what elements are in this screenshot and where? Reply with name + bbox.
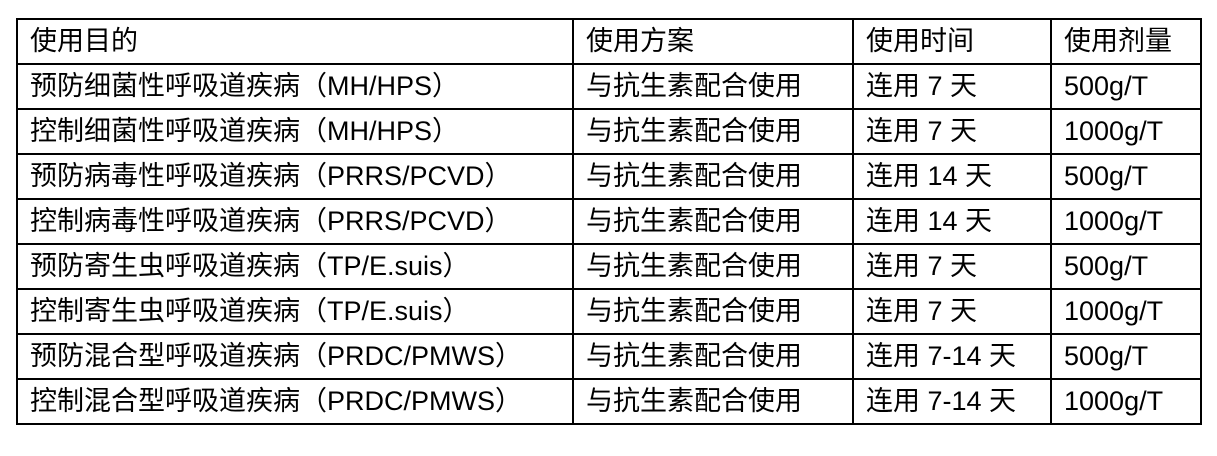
table-cell: 与抗生素配合使用 — [572, 63, 854, 110]
table-cell: 预防病毒性呼吸道疾病（PRRS/PCVD） — [16, 153, 574, 200]
table-row: 预防细菌性呼吸道疾病（MH/HPS） 与抗生素配合使用 连用 7 天 500g/T — [16, 63, 1202, 110]
usage-table: 使用目的 使用方案 使用时间 使用剂量 预防细菌性呼吸道疾病（MH/HPS） 与抗… — [16, 18, 1202, 425]
table-cell: 与抗生素配合使用 — [572, 378, 854, 425]
table-cell: 连用 7-14 天 — [852, 378, 1052, 425]
table-cell: 连用 14 天 — [852, 198, 1052, 245]
header-cell-plan: 使用方案 — [572, 18, 854, 65]
table-row: 控制寄生虫呼吸道疾病（TP/E.suis） 与抗生素配合使用 连用 7 天 1000g… — [16, 288, 1202, 335]
table-row: 控制混合型呼吸道疾病（PRDC/PMWS） 与抗生素配合使用 连用 7-14 天 10… — [16, 378, 1202, 425]
table-cell: 连用 7 天 — [852, 63, 1052, 110]
table-cell: 与抗生素配合使用 — [572, 198, 854, 245]
table-row: 预防寄生虫呼吸道疾病（TP/E.suis） 与抗生素配合使用 连用 7 天 500g/… — [16, 243, 1202, 290]
table-row: 预防混合型呼吸道疾病（PRDC/PMWS） 与抗生素配合使用 连用 7-14 天 50… — [16, 333, 1202, 380]
table-cell: 预防细菌性呼吸道疾病（MH/HPS） — [16, 63, 574, 110]
table-cell: 1000g/T — [1050, 378, 1202, 425]
header-cell-duration: 使用时间 — [852, 18, 1052, 65]
table-cell: 500g/T — [1050, 333, 1202, 380]
table-cell: 连用 7 天 — [852, 288, 1052, 335]
table-row: 预防病毒性呼吸道疾病（PRRS/PCVD） 与抗生素配合使用 连用 14 天 500g… — [16, 153, 1202, 200]
header-cell-purpose: 使用目的 — [16, 18, 574, 65]
table-cell: 预防混合型呼吸道疾病（PRDC/PMWS） — [16, 333, 574, 380]
table-row: 控制病毒性呼吸道疾病（PRRS/PCVD） 与抗生素配合使用 连用 14 天 1000… — [16, 198, 1202, 245]
table-cell: 与抗生素配合使用 — [572, 288, 854, 335]
table-cell: 1000g/T — [1050, 108, 1202, 155]
table-cell: 连用 7 天 — [852, 108, 1052, 155]
table-cell: 500g/T — [1050, 243, 1202, 290]
table-cell: 控制混合型呼吸道疾病（PRDC/PMWS） — [16, 378, 574, 425]
table-cell: 1000g/T — [1050, 198, 1202, 245]
table-cell: 预防寄生虫呼吸道疾病（TP/E.suis） — [16, 243, 574, 290]
table-cell: 控制细菌性呼吸道疾病（MH/HPS） — [16, 108, 574, 155]
table-cell: 500g/T — [1050, 153, 1202, 200]
table-cell: 与抗生素配合使用 — [572, 243, 854, 290]
table-cell: 与抗生素配合使用 — [572, 153, 854, 200]
table-cell: 控制病毒性呼吸道疾病（PRRS/PCVD） — [16, 198, 574, 245]
table-cell: 与抗生素配合使用 — [572, 108, 854, 155]
table-cell: 连用 14 天 — [852, 153, 1052, 200]
header-cell-dosage: 使用剂量 — [1050, 18, 1202, 65]
table-cell: 与抗生素配合使用 — [572, 333, 854, 380]
header-row: 使用目的 使用方案 使用时间 使用剂量 — [16, 18, 1202, 65]
table-cell: 连用 7-14 天 — [852, 333, 1052, 380]
table-cell: 控制寄生虫呼吸道疾病（TP/E.suis） — [16, 288, 574, 335]
table-row: 控制细菌性呼吸道疾病（MH/HPS） 与抗生素配合使用 连用 7 天 1000g/T — [16, 108, 1202, 155]
table-cell: 连用 7 天 — [852, 243, 1052, 290]
table-body: 预防细菌性呼吸道疾病（MH/HPS） 与抗生素配合使用 连用 7 天 500g/T 控制… — [16, 63, 1202, 425]
table-cell: 500g/T — [1050, 63, 1202, 110]
table-cell: 1000g/T — [1050, 288, 1202, 335]
